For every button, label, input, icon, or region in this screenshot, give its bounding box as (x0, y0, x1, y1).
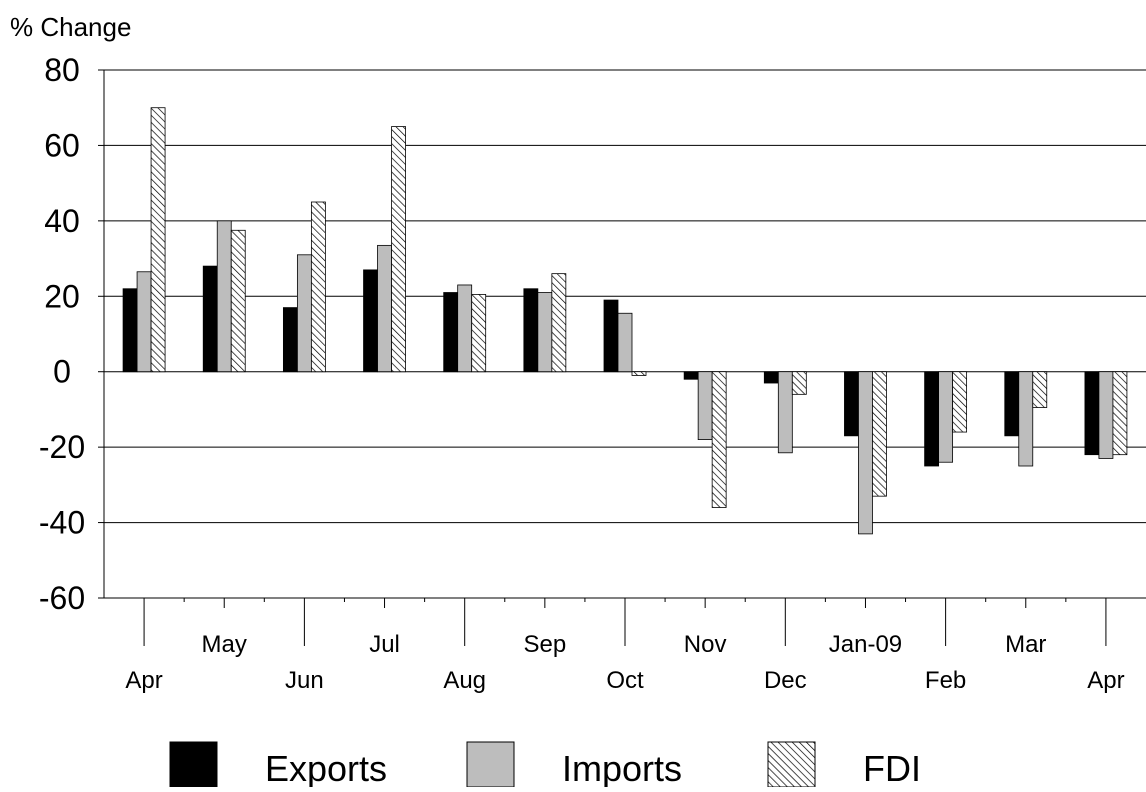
x-tick-label: Nov (684, 631, 727, 658)
bar-fdi-5 (551, 273, 567, 373)
y-tick-label: -60 (39, 580, 85, 616)
bar-fdi-1 (230, 229, 246, 373)
bar-fdi-11 (1032, 371, 1048, 408)
y-tick-label: 60 (44, 127, 80, 163)
x-tick-labels: Apr May Jun Jul Aug Sep Oct Nov Dec Jan-09 Feb Mar A… (125, 631, 1124, 694)
legend: Exports Imports FDI (169, 741, 921, 789)
legend-swatch-exports (169, 741, 218, 788)
y-tick-label: -40 (39, 505, 85, 541)
legend-label-imports: Imports (562, 748, 682, 787)
x-tick-label: Dec (764, 667, 807, 694)
bar-exports-4 (443, 292, 459, 373)
bar-exports-5 (523, 288, 539, 373)
bar-fdi-2 (310, 201, 326, 373)
y-axis-label: % Change (10, 12, 131, 42)
x-tick-label: Jul (369, 631, 400, 658)
bars (122, 107, 1128, 535)
bar-exports-11 (1004, 371, 1020, 437)
legend-label-fdi: FDI (863, 748, 921, 787)
bar-exports-2 (282, 307, 298, 373)
bar-exports-12 (1084, 371, 1100, 456)
bar-fdi-7 (711, 371, 727, 508)
x-tick-label: May (202, 631, 247, 658)
x-tick-label: Aug (443, 667, 486, 694)
bar-imports-0 (136, 271, 152, 373)
bar-imports-9 (858, 371, 873, 535)
y-tick-label: -20 (39, 429, 85, 465)
y-tick-label: 80 (44, 52, 80, 88)
y-tick-label: 0 (53, 354, 71, 390)
gridlines (104, 69, 1146, 524)
legend-swatch-imports (466, 741, 515, 788)
bar-exports-0 (122, 288, 138, 373)
bar-imports-4 (457, 284, 473, 373)
bar-imports-1 (216, 220, 232, 373)
bar-imports-5 (537, 292, 553, 373)
bar-exports-9 (844, 371, 859, 437)
x-tick-label: Jan-09 (829, 631, 902, 658)
bar-fdi-3 (391, 126, 406, 373)
bar-exports-8 (763, 371, 779, 384)
axes (98, 69, 1146, 646)
bar-fdi-4 (471, 293, 487, 373)
bar-fdi-9 (872, 371, 887, 497)
x-tick-label: Apr (125, 667, 162, 694)
bar-imports-7 (697, 371, 713, 441)
bar-imports-6 (617, 312, 633, 373)
bar-exports-7 (683, 371, 699, 380)
bar-fdi-12 (1112, 371, 1128, 456)
x-tick-label: Sep (523, 631, 566, 658)
legend-label-exports: Exports (265, 748, 387, 787)
bar-fdi-8 (791, 371, 807, 395)
bar-fdi-6 (631, 371, 647, 376)
x-tick-label: Oct (606, 667, 644, 694)
y-tick-labels: 80 60 40 20 0 -20 -40 -60 (39, 52, 85, 616)
x-tick-label: Mar (1005, 631, 1046, 658)
bar-fdi-10 (952, 371, 968, 433)
x-tick-label: Jun (285, 667, 324, 694)
bar-imports-10 (938, 371, 954, 463)
y-tick-label: 40 (44, 203, 80, 239)
x-tick-label: Apr (1087, 667, 1124, 694)
bar-exports-10 (924, 371, 940, 467)
legend-swatch-fdi (767, 741, 816, 788)
bar-imports-2 (296, 254, 312, 373)
y-tick-label: 20 (44, 278, 80, 314)
bar-imports-3 (377, 244, 392, 373)
bar-imports-11 (1018, 371, 1034, 467)
bar-exports-1 (202, 265, 218, 373)
bar-imports-12 (1098, 371, 1114, 459)
bar-exports-3 (363, 269, 378, 373)
bar-fdi-0 (150, 107, 166, 373)
bar-exports-6 (603, 299, 619, 373)
bar-imports-8 (777, 371, 793, 454)
x-tick-label: Feb (925, 667, 966, 694)
